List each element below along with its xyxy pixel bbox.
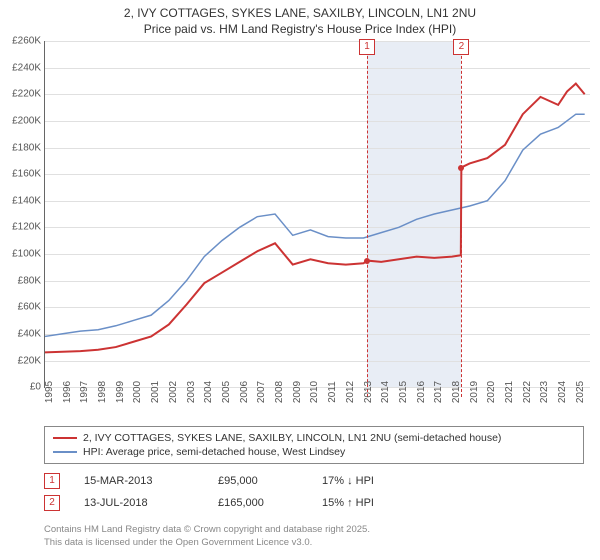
title-line2: Price paid vs. HM Land Registry's House … bbox=[10, 22, 590, 38]
sale-delta: 15% ↑ HPI bbox=[322, 497, 374, 509]
chart-title: 2, IVY COTTAGES, SYKES LANE, SAXILBY, LI… bbox=[0, 0, 600, 41]
title-line1: 2, IVY COTTAGES, SYKES LANE, SAXILBY, LI… bbox=[10, 6, 590, 22]
legend: 2, IVY COTTAGES, SYKES LANE, SAXILBY, LI… bbox=[44, 426, 584, 464]
sale-price: £165,000 bbox=[218, 497, 298, 509]
chart-plot-area: £0£20K£40K£60K£80K£100K£120K£140K£160K£1… bbox=[44, 41, 590, 388]
sale-delta: 17% ↓ HPI bbox=[322, 475, 374, 487]
sale-row: 1 15-MAR-2013 £95,000 17% ↓ HPI bbox=[44, 470, 584, 492]
sale-date: 15-MAR-2013 bbox=[84, 475, 194, 487]
sales-table: 1 15-MAR-2013 £95,000 17% ↓ HPI 2 13-JUL… bbox=[44, 470, 584, 514]
sale-date: 13-JUL-2018 bbox=[84, 497, 194, 509]
legend-label: 2, IVY COTTAGES, SYKES LANE, SAXILBY, LI… bbox=[83, 432, 501, 444]
sale-row: 2 13-JUL-2018 £165,000 15% ↑ HPI bbox=[44, 492, 584, 514]
footer-line2: This data is licensed under the Open Gov… bbox=[44, 537, 584, 549]
chart-container: 2, IVY COTTAGES, SYKES LANE, SAXILBY, LI… bbox=[0, 0, 600, 560]
x-axis-labels: 1995199619971998199920002001200220032004… bbox=[44, 388, 590, 418]
footer-line1: Contains HM Land Registry data © Crown c… bbox=[44, 524, 584, 536]
sale-marker-icon: 1 bbox=[44, 473, 60, 489]
legend-item: HPI: Average price, semi-detached house,… bbox=[53, 445, 575, 459]
legend-item: 2, IVY COTTAGES, SYKES LANE, SAXILBY, LI… bbox=[53, 431, 575, 445]
sale-price: £95,000 bbox=[218, 475, 298, 487]
legend-swatch bbox=[53, 437, 77, 439]
sale-marker-icon: 2 bbox=[44, 495, 60, 511]
legend-swatch bbox=[53, 451, 77, 453]
chart-svg bbox=[45, 41, 590, 387]
legend-label: HPI: Average price, semi-detached house,… bbox=[83, 446, 345, 458]
footer-attribution: Contains HM Land Registry data © Crown c… bbox=[44, 524, 584, 549]
